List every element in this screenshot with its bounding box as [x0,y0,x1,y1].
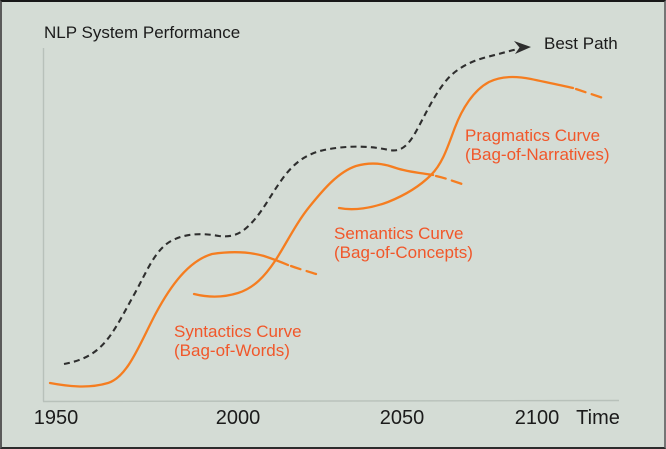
x-tick-1950: 1950 [33,407,79,429]
syntactics-label-line2: (Bag-of-Words) [174,341,290,360]
x-tick-2000: 2000 [215,407,261,429]
best-path-curve [63,47,519,366]
chart-title: NLP System Performance [44,23,241,42]
best-path-arrowhead-icon [514,41,531,54]
syntactics-label: Syntactics Curve (Bag-of-Words) [174,322,302,360]
semantics-curve-dashed-tail [434,174,464,186]
best-path-label: Best Path [544,34,618,53]
pragmatics-curve [337,75,575,211]
pragmatics-label-line2: (Bag-of-Narratives) [465,145,610,164]
semantics-curve [192,162,435,298]
pragmatics-curve-dashed-tail [574,87,605,100]
semantics-label: Semantics Curve (Bag-of-Concepts) [334,224,473,262]
syntactics-label-line1: Syntactics Curve [174,322,302,341]
semantics-label-line2: (Bag-of-Concepts) [334,243,473,262]
syntactics-curve-dashed-tail [289,264,318,276]
pragmatics-label-line1: Pragmatics Curve [465,126,601,145]
semantics-label-line1: Semantics Curve [334,224,464,243]
pragmatics-label: Pragmatics Curve (Bag-of-Narratives) [465,126,610,164]
x-axis-label-time: Time [576,407,620,429]
x-tick-2100: 2100 [514,407,560,429]
x-tick-2050: 2050 [379,407,425,429]
syntactics-curve [48,251,290,388]
x-axis-line [42,399,620,403]
